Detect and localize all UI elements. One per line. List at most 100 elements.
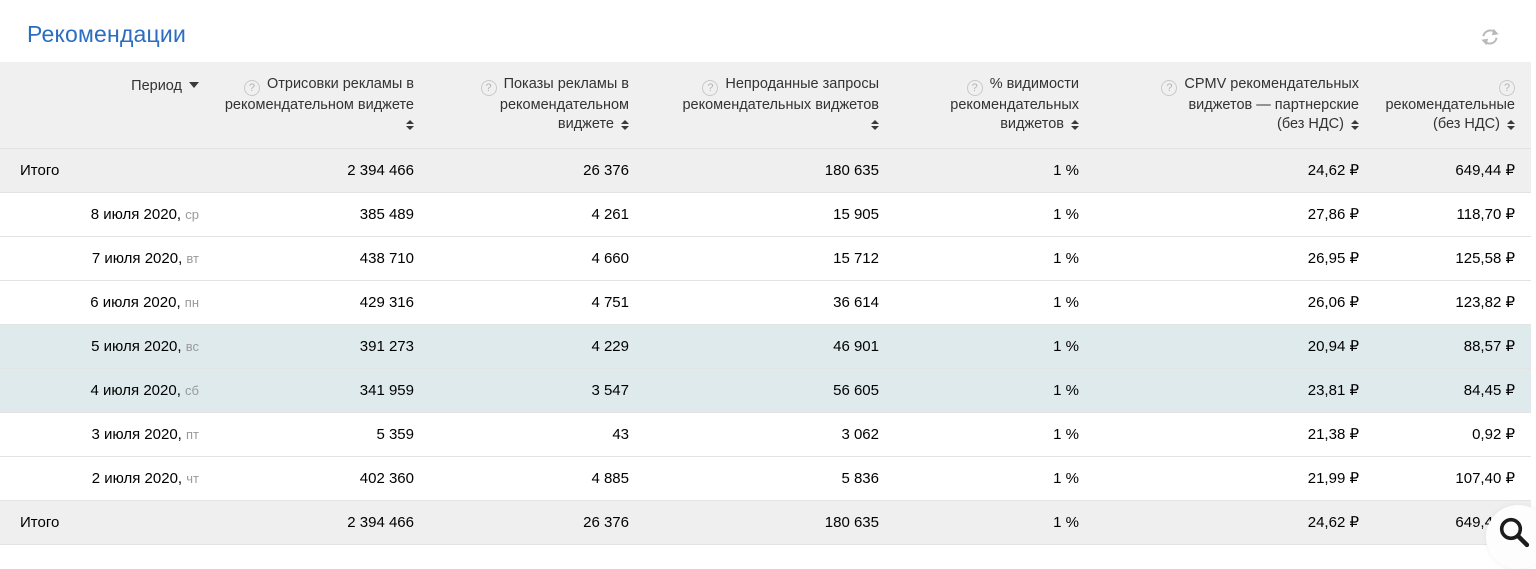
- date-label: 2 июля 2020,: [91, 469, 183, 487]
- date-label: 5 июля 2020,: [91, 337, 182, 355]
- sort-icon[interactable]: [1507, 120, 1515, 130]
- table-row: 8 июля 2020, ср 385 489 4 261 15 905 1 % 27,8…: [0, 191, 1531, 236]
- header-line: виджетов — партнерские: [1188, 97, 1359, 113]
- value-cell: 1 %: [895, 367, 1095, 412]
- value-cell: 26 376: [430, 147, 645, 192]
- period-cell: 2 июля 2020, чт: [0, 455, 215, 500]
- total-row: Итого 2 394 466 26 376 180 635 1 % 24,62 ₽649…: [0, 147, 1531, 192]
- value-cell: 0,92 ₽: [1375, 411, 1531, 456]
- table-row: 4 июля 2020, сб 341 959 3 547 56 605 1 % 23,8…: [0, 367, 1531, 412]
- table-row: 5 июля 2020, вс 391 273 4 229 46 901 1 % 20,9…: [0, 323, 1531, 368]
- header-line: рекомендательном виджете: [224, 97, 414, 113]
- date-label: 7 июля 2020,: [91, 249, 183, 267]
- header-line: % видимости: [989, 76, 1079, 92]
- value-cell: 23,81 ₽: [1095, 367, 1375, 412]
- value-cell: 15 712: [645, 235, 895, 280]
- header-line: CPMV рекомендательных: [1184, 76, 1359, 92]
- help-icon[interactable]: ?: [1161, 80, 1178, 96]
- value-cell: 1 %: [895, 191, 1095, 236]
- sort-icon[interactable]: [871, 120, 879, 130]
- magnifier-icon[interactable]: [1486, 505, 1536, 569]
- value-cell: 20,94 ₽: [1095, 323, 1375, 368]
- table-row: 2 июля 2020, чт 402 360 4 885 5 836 1 % 21,99…: [0, 455, 1531, 500]
- header-line: виджетов: [1000, 116, 1064, 132]
- refresh-icon[interactable]: [1479, 26, 1501, 48]
- value-cell: 1 %: [895, 323, 1095, 368]
- column-header-reward[interactable]: ? рекомендательные (без НДС): [1375, 62, 1531, 148]
- total-row: Итого 2 394 466 26 376 180 635 1 % 24,62 ₽649…: [0, 499, 1531, 545]
- value-cell: 385 489: [215, 191, 430, 236]
- date-label: 4 июля 2020,: [90, 381, 181, 399]
- header-line: Показы рекламы в: [503, 76, 629, 92]
- value-cell: 2 394 466: [215, 499, 430, 545]
- value-cell: 46 901: [645, 323, 895, 368]
- table-row: 6 июля 2020, пн 429 316 4 751 36 614 1 % 26,0…: [0, 279, 1531, 324]
- help-icon[interactable]: ?: [243, 80, 260, 96]
- value-cell: 4 660: [430, 235, 645, 280]
- value-cell: 118,70 ₽: [1375, 191, 1531, 236]
- value-cell: 1 %: [895, 455, 1095, 500]
- table-row: 7 июля 2020, вт 438 710 4 660 15 712 1 % 26,9…: [0, 235, 1531, 280]
- weekday-label: вс: [185, 338, 199, 354]
- weekday-label: ср: [185, 206, 199, 222]
- value-cell: 180 635: [645, 499, 895, 545]
- value-cell: 88,57 ₽: [1375, 323, 1531, 368]
- period-cell: 7 июля 2020, вт: [0, 235, 215, 280]
- header-line: Отрисовки рекламы в: [266, 76, 414, 92]
- value-cell: 1 %: [895, 411, 1095, 456]
- header-line: рекомендательные: [1385, 97, 1515, 113]
- period-cell: 5 июля 2020, вс: [0, 323, 215, 368]
- value-cell: 4 229: [430, 323, 645, 368]
- weekday-label: сб: [185, 382, 199, 398]
- sort-icon[interactable]: [1071, 120, 1079, 130]
- value-cell: 27,86 ₽: [1095, 191, 1375, 236]
- value-cell: 24,62 ₽: [1095, 499, 1375, 545]
- date-label: 8 июля 2020,: [90, 205, 182, 223]
- header-line: рекомендательном: [499, 97, 629, 113]
- column-header-visibility[interactable]: ? % видимости рекомендательных виджетов: [895, 62, 1095, 148]
- help-icon[interactable]: ?: [702, 80, 719, 96]
- value-cell: 402 360: [215, 455, 430, 500]
- value-cell: 391 273: [215, 323, 430, 368]
- value-cell: 26,95 ₽: [1095, 235, 1375, 280]
- page-title: Рекомендации: [27, 21, 187, 47]
- help-icon[interactable]: ?: [480, 80, 497, 96]
- sort-icon[interactable]: [621, 120, 629, 130]
- help-icon[interactable]: ?: [1499, 80, 1515, 96]
- header-line: рекомендательных виджетов: [682, 97, 879, 113]
- value-cell: 15 905: [645, 191, 895, 236]
- value-cell: 4 751: [430, 279, 645, 324]
- sort-icon[interactable]: [406, 120, 414, 130]
- column-header-unsold[interactable]: ? Непроданные запросы рекомендательных ви…: [645, 62, 895, 148]
- value-cell: 21,38 ₽: [1095, 411, 1375, 456]
- weekday-label: чт: [186, 470, 199, 486]
- value-cell: 21,99 ₽: [1095, 455, 1375, 500]
- chevron-down-icon: [189, 82, 199, 88]
- table-header-row: Период ? Отрисовки рекламы в рекомендател…: [0, 62, 1531, 148]
- value-cell: 43: [430, 411, 645, 456]
- weekday-label: вт: [186, 250, 199, 266]
- header-line: (без НДС): [1277, 116, 1344, 132]
- period-cell: 6 июля 2020, пн: [0, 279, 215, 324]
- column-header-period[interactable]: Период: [0, 62, 215, 148]
- table-body: Итого 2 394 466 26 376 180 635 1 % 24,62 ₽649…: [0, 147, 1531, 545]
- recommendations-table: Период ? Отрисовки рекламы в рекомендател…: [0, 62, 1531, 545]
- value-cell: 1 %: [895, 279, 1095, 324]
- column-header-shows[interactable]: ? Показы рекламы в рекомендательном видже…: [430, 62, 645, 148]
- value-cell: 2 394 466: [215, 147, 430, 192]
- value-cell: 123,82 ₽: [1375, 279, 1531, 324]
- value-cell: 3 547: [430, 367, 645, 412]
- value-cell: 649,44 ₽: [1375, 147, 1531, 192]
- sort-icon[interactable]: [1351, 120, 1359, 130]
- value-cell: 341 959: [215, 367, 430, 412]
- value-cell: 1 %: [895, 499, 1095, 545]
- value-cell: 5 359: [215, 411, 430, 456]
- period-cell: 8 июля 2020, ср: [0, 191, 215, 236]
- value-cell: 24,62 ₽: [1095, 147, 1375, 192]
- value-cell: 5 836: [645, 455, 895, 500]
- value-cell: 429 316: [215, 279, 430, 324]
- column-header-cpmv[interactable]: ? CPMV рекомендательных виджетов — партне…: [1095, 62, 1375, 148]
- title-bar: Рекомендации: [0, 0, 1536, 62]
- column-header-renders[interactable]: ? Отрисовки рекламы в рекомендательном ви…: [215, 62, 430, 148]
- help-icon[interactable]: ?: [966, 80, 983, 96]
